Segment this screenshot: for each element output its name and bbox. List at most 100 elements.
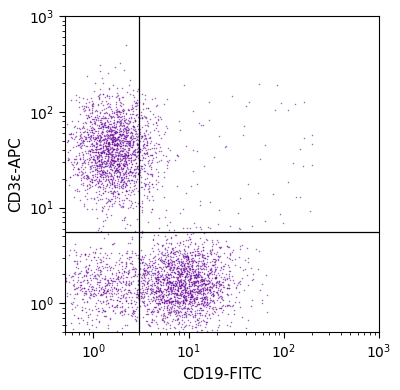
Point	[132, 291, 139, 297]
Point	[142, 270, 148, 276]
Point	[130, 205, 136, 211]
Point	[132, 265, 138, 271]
Point	[70, 326, 77, 332]
Point	[105, 174, 112, 181]
Point	[301, 135, 307, 141]
Point	[132, 268, 138, 274]
Point	[173, 310, 179, 316]
Point	[115, 134, 121, 140]
Point	[98, 149, 105, 155]
Point	[104, 141, 111, 147]
Point	[92, 249, 98, 255]
Point	[115, 163, 122, 169]
Point	[156, 298, 162, 304]
Point	[70, 273, 76, 279]
Point	[140, 280, 146, 287]
Point	[205, 262, 211, 269]
Point	[235, 225, 242, 231]
Point	[94, 163, 101, 169]
Point	[212, 256, 218, 262]
Point	[195, 301, 202, 308]
Point	[97, 269, 103, 275]
Point	[187, 290, 194, 296]
Point	[117, 279, 123, 285]
Point	[189, 324, 195, 331]
Point	[176, 328, 182, 334]
Point	[138, 163, 144, 169]
Point	[104, 101, 110, 107]
Point	[106, 170, 112, 177]
Point	[190, 286, 196, 292]
Point	[92, 136, 98, 142]
Point	[297, 146, 303, 152]
Point	[168, 299, 174, 305]
Point	[220, 266, 227, 272]
Point	[214, 289, 220, 295]
Point	[181, 284, 187, 290]
Point	[124, 181, 130, 188]
Point	[136, 271, 143, 277]
Point	[114, 169, 120, 175]
Point	[186, 276, 193, 282]
Point	[164, 291, 171, 297]
Point	[76, 129, 83, 135]
Point	[140, 270, 146, 277]
Point	[108, 139, 115, 145]
Point	[119, 153, 126, 160]
Point	[209, 262, 216, 268]
Point	[245, 255, 251, 261]
Point	[106, 263, 112, 269]
Point	[169, 299, 175, 305]
Point	[161, 258, 168, 264]
Point	[206, 99, 212, 105]
Point	[75, 172, 81, 178]
Point	[115, 152, 122, 158]
Point	[116, 269, 122, 275]
Point	[99, 145, 106, 151]
Point	[218, 303, 225, 309]
Point	[170, 282, 176, 289]
Point	[109, 124, 116, 130]
Point	[102, 170, 108, 176]
Point	[163, 273, 170, 279]
Point	[87, 244, 93, 250]
Point	[82, 134, 88, 140]
Point	[219, 278, 225, 285]
Point	[133, 169, 139, 176]
Point	[81, 277, 87, 283]
Point	[148, 209, 154, 215]
Point	[106, 180, 113, 186]
Point	[76, 132, 83, 138]
Point	[125, 129, 131, 135]
Point	[92, 149, 98, 155]
Point	[117, 119, 124, 125]
Point	[136, 169, 142, 176]
Point	[160, 312, 167, 318]
Point	[186, 300, 192, 306]
Point	[172, 280, 178, 286]
Point	[118, 151, 125, 158]
Point	[159, 252, 165, 258]
Point	[102, 275, 108, 281]
Point	[180, 262, 187, 268]
Point	[107, 103, 114, 110]
Point	[102, 282, 109, 288]
Point	[214, 253, 221, 259]
Point	[150, 236, 156, 242]
Point	[138, 133, 145, 140]
Point	[136, 260, 143, 266]
Point	[142, 151, 148, 157]
Point	[202, 310, 209, 316]
Point	[114, 144, 120, 151]
Point	[110, 135, 117, 141]
Point	[99, 115, 106, 121]
Point	[116, 134, 122, 140]
Point	[162, 286, 168, 292]
Point	[115, 191, 121, 197]
Point	[89, 146, 96, 152]
Point	[136, 256, 143, 262]
Point	[79, 307, 86, 313]
Point	[192, 266, 199, 272]
Point	[181, 328, 188, 335]
Point	[206, 271, 213, 277]
